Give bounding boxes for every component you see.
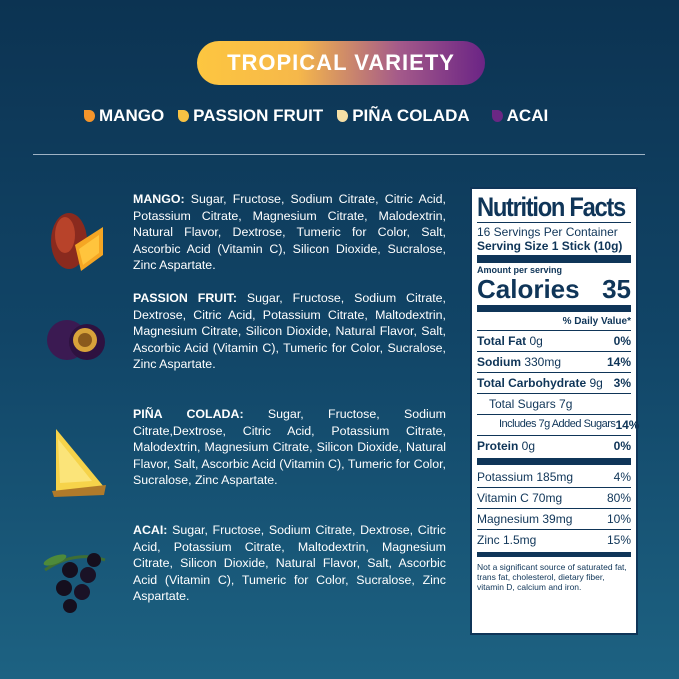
- nutrient-pct: 15%: [606, 533, 631, 547]
- nutrient-pct: 10%: [606, 512, 631, 526]
- nutrient-row: Total Fat 0g 0%: [477, 331, 631, 352]
- ingredient-text: Sugar, Fructose, Sodium Citrate, Dextros…: [133, 523, 446, 604]
- ingredients-passion-fruit: PASSION FRUIT: Sugar, Fructose, Sodium C…: [133, 290, 446, 373]
- ingredient-name: ACAI:: [133, 523, 168, 537]
- acai-dot-icon: [491, 110, 503, 122]
- ingredient-name: PIÑA COLADA:: [133, 407, 244, 421]
- footnote: Not a significant source of saturated fa…: [477, 562, 627, 592]
- nutrient-label: Total Sugars 7g: [489, 397, 573, 411]
- nutrition-facts-panel: Nutrition Facts 16 Servings Per Containe…: [470, 187, 639, 635]
- ingredient-text: Sugar, Fructose, Sodium Citrate,Dextrose…: [133, 407, 446, 488]
- nutrient-pct: 0%: [613, 334, 631, 348]
- mango-icon: [51, 213, 103, 271]
- ingredient-name: MANGO:: [133, 192, 185, 206]
- ingredient-text: Sugar, Fructose, Sodium Citrate, Citric …: [133, 192, 446, 273]
- flavor-pina-colada: PIÑA COLADA: [337, 106, 470, 126]
- pina-colada-dot-icon: [337, 110, 349, 122]
- servings: 16 Servings Per Container: [477, 225, 618, 239]
- passion-fruit-dot-icon: [178, 110, 190, 122]
- flavor-legend: MANGO PASSION FRUIT PIÑA COLADA ACAI: [84, 106, 604, 126]
- nutrient-label: Total Fat: [477, 334, 527, 348]
- nutrient-row: Total Carbohydrate 9g 3%: [477, 373, 631, 394]
- nutrient-label: Potassium 185mg: [477, 470, 574, 484]
- nutrient-pct: 4%: [613, 470, 631, 484]
- pineapple-icon: [52, 429, 106, 497]
- mango-dot-icon: [84, 110, 95, 122]
- sugars-row: Total Sugars 7g: [477, 394, 631, 415]
- flavor-passion-fruit: PASSION FRUIT: [178, 106, 323, 126]
- flavor-label: ACAI: [506, 106, 549, 125]
- passion-fruit-icon: [47, 320, 105, 360]
- ingredients-pina-colada: PIÑA COLADA: Sugar, Fructose, Sodium Cit…: [133, 406, 446, 489]
- nutrient-pct: 0%: [613, 439, 631, 453]
- nutrient-label: Zinc 1.5mg: [477, 533, 537, 547]
- nutrient-pct: 14%: [615, 418, 640, 432]
- calories-value: 35: [602, 274, 631, 304]
- nutrient-row: Sodium 330mg 14%: [477, 352, 631, 373]
- ingredients-acai: ACAI: Sugar, Fructose, Sodium Citrate, D…: [133, 522, 446, 605]
- daily-value-header: % Daily Value*: [477, 314, 631, 331]
- mineral-row: Vitamin C 70mg 80%: [477, 488, 631, 509]
- nutrient-label: Total Carbohydrate: [477, 376, 587, 390]
- nutrient-amount: 0g: [526, 334, 543, 348]
- serving-size: Serving Size 1 Stick (10g): [477, 239, 623, 253]
- flavor-label: PASSION FRUIT: [193, 106, 324, 125]
- nutrient-amount: 330mg: [521, 355, 562, 369]
- flavor-acai: ACAI: [491, 106, 549, 126]
- nutrient-label: Includes 7g Added Sugars: [499, 418, 616, 430]
- nutrient-amount: 0g: [518, 439, 536, 453]
- flavor-label: PIÑA COLADA: [352, 106, 470, 125]
- nutrient-pct: 14%: [606, 355, 631, 369]
- flavor-mango: MANGO: [84, 106, 164, 126]
- nutrient-label: Vitamin C 70mg: [477, 491, 563, 505]
- nutrient-amount: 9g: [586, 376, 603, 390]
- divider: [33, 154, 645, 155]
- ingredient-text: Sugar, Fructose, Sodium Citrate, Dextros…: [133, 291, 446, 372]
- flavor-label: MANGO: [99, 106, 165, 125]
- nutrient-pct: 80%: [606, 491, 631, 505]
- nutrient-label: Magnesium 39mg: [477, 512, 573, 526]
- title-badge: TROPICAL VARIETY: [197, 41, 485, 85]
- ingredients-mango: MANGO: Sugar, Fructose, Sodium Citrate, …: [133, 191, 446, 274]
- protein-row: Protein 0g 0%: [477, 436, 631, 456]
- mineral-row: Potassium 185mg 4%: [477, 467, 631, 488]
- nutrient-pct: 3%: [613, 376, 631, 390]
- acai-berries-icon: [43, 553, 106, 613]
- added-sugars-row: Includes 7g Added Sugars 14%: [477, 415, 639, 436]
- mineral-row: Zinc 1.5mg 15%: [477, 530, 631, 550]
- calories-label: Calories: [477, 274, 580, 304]
- amount-per-serving: Amount per serving: [477, 265, 563, 275]
- nutrient-label: Sodium: [477, 355, 521, 369]
- mineral-row: Magnesium 39mg 10%: [477, 509, 631, 530]
- ingredient-name: PASSION FRUIT:: [133, 291, 237, 305]
- calories-row: Calories 35: [477, 275, 631, 303]
- nutrient-label: Protein: [477, 439, 519, 453]
- nutrition-title: Nutrition Facts: [477, 192, 626, 222]
